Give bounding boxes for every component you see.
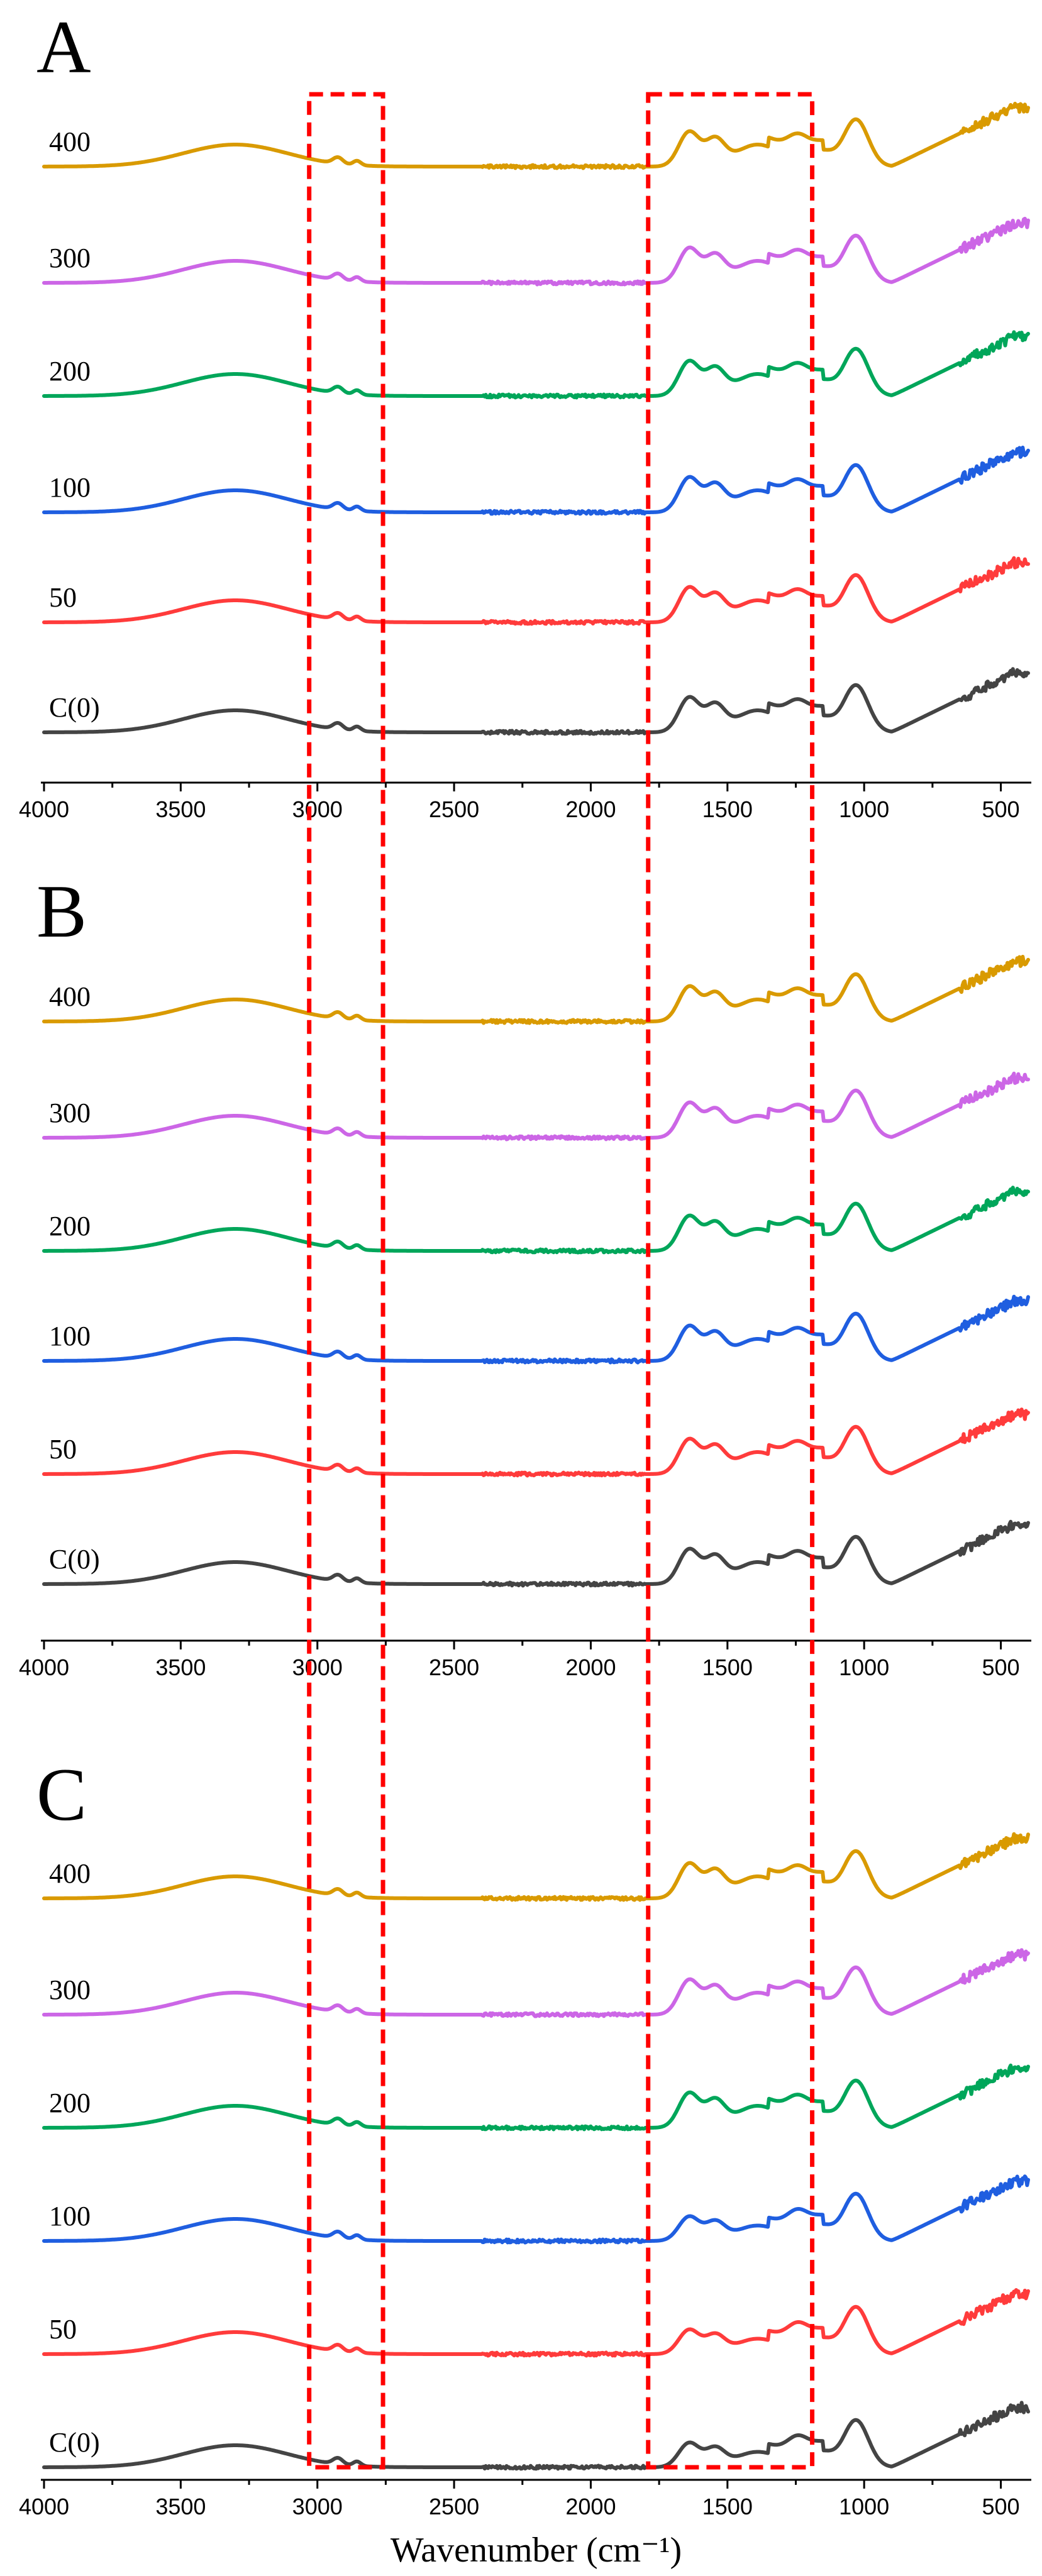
panel-C: C 400 300 200 100 50 C(0) 4000 3500 3000 2500 2000 1… <box>19 1753 1031 2570</box>
x-tick-label-A-1500: 1500 <box>702 796 753 822</box>
series-label-C-200: 200 <box>49 2088 91 2118</box>
series-label-A-100: 100 <box>49 472 91 503</box>
panel-A: A 400 300 200 100 50 C(0) 4000 3500 3000 2500 2000 1… <box>19 5 1031 822</box>
series-label-A-C(0): C(0) <box>49 692 100 723</box>
x-tick-label-B-1000: 1000 <box>839 1654 889 1680</box>
highlight-region-1 <box>307 92 385 2470</box>
series-line-B-50 <box>42 1407 1030 1478</box>
x-tick-label-B-2500: 2500 <box>429 1654 479 1680</box>
x-tick-label-A-4000: 4000 <box>19 796 69 822</box>
series-line-C-300 <box>42 1948 1030 2018</box>
series-label-C-400: 400 <box>49 1858 91 1889</box>
series-label-B-50: 50 <box>49 1434 77 1465</box>
series-line-C-100 <box>42 2174 1030 2245</box>
x-tick-label-C-4000: 4000 <box>19 2494 69 2519</box>
series-line-B-200 <box>42 1186 1030 1255</box>
series-label-A-300: 300 <box>49 243 91 273</box>
x-tick-label-B-3500: 3500 <box>155 1654 206 1680</box>
series-line-B-C(0) <box>42 1519 1030 1588</box>
x-tick-label-C-3500: 3500 <box>155 2494 206 2519</box>
series-label-C-100: 100 <box>49 2201 91 2232</box>
x-tick-label-C-2500: 2500 <box>429 2494 479 2519</box>
x-tick-label-B-500: 500 <box>982 1654 1019 1680</box>
highlight-region-2 <box>646 92 815 2470</box>
series-label-A-50: 50 <box>49 582 77 613</box>
x-tick-label-C-500: 500 <box>982 2494 1019 2519</box>
series-line-B-300 <box>42 1071 1030 1142</box>
panel-label-C: C <box>36 1753 87 1836</box>
panel-label-B: B <box>36 869 87 953</box>
x-tick-label-B-3000: 3000 <box>292 1654 343 1680</box>
x-tick-label-C-2000: 2000 <box>565 2494 616 2519</box>
series-line-B-400 <box>42 955 1030 1025</box>
x-tick-label-A-1000: 1000 <box>839 796 889 822</box>
series-line-A-300 <box>42 216 1030 287</box>
series-label-B-200: 200 <box>49 1211 91 1241</box>
x-tick-label-A-500: 500 <box>982 796 1019 822</box>
series-label-B-400: 400 <box>49 981 91 1012</box>
series-line-A-200 <box>42 330 1030 400</box>
series-line-A-400 <box>42 101 1030 170</box>
series-line-A-C(0) <box>42 667 1030 736</box>
series-label-B-100: 100 <box>49 1321 91 1351</box>
x-tick-label-B-1500: 1500 <box>702 1654 753 1680</box>
series-line-C-C(0) <box>42 2401 1030 2471</box>
series-line-C-200 <box>42 2063 1030 2132</box>
series-label-B-C(0): C(0) <box>49 1544 100 1575</box>
x-tick-label-B-2000: 2000 <box>565 1654 616 1680</box>
series-line-B-100 <box>42 1294 1030 1365</box>
series-line-A-50 <box>42 556 1030 626</box>
x-tick-label-A-2500: 2500 <box>429 796 479 822</box>
series-label-C-300: 300 <box>49 1974 91 2005</box>
series-line-A-100 <box>42 446 1030 516</box>
series-label-B-300: 300 <box>49 1098 91 1128</box>
series-label-C-C(0): C(0) <box>49 2427 100 2458</box>
x-tick-label-B-4000: 4000 <box>19 1654 69 1680</box>
series-line-C-400 <box>42 1832 1030 1902</box>
series-label-A-200: 200 <box>49 356 91 387</box>
x-tick-label-A-3500: 3500 <box>155 796 206 822</box>
x-tick-label-A-2000: 2000 <box>565 796 616 822</box>
x-tick-label-C-1500: 1500 <box>702 2494 753 2519</box>
x-tick-label-A-3000: 3000 <box>292 796 343 822</box>
series-line-C-50 <box>42 2288 1030 2358</box>
series-label-A-400: 400 <box>49 126 91 157</box>
series-label-C-50: 50 <box>49 2314 77 2345</box>
x-axis-title: Wavenumber (cm⁻¹) <box>391 2531 682 2570</box>
panel-label-A: A <box>36 5 91 89</box>
x-tick-label-C-1000: 1000 <box>839 2494 889 2519</box>
panel-B: B 400 300 200 100 50 C(0) 4000 3500 3000 2500 2000 1… <box>19 869 1031 1680</box>
x-tick-label-C-3000: 3000 <box>292 2494 343 2519</box>
